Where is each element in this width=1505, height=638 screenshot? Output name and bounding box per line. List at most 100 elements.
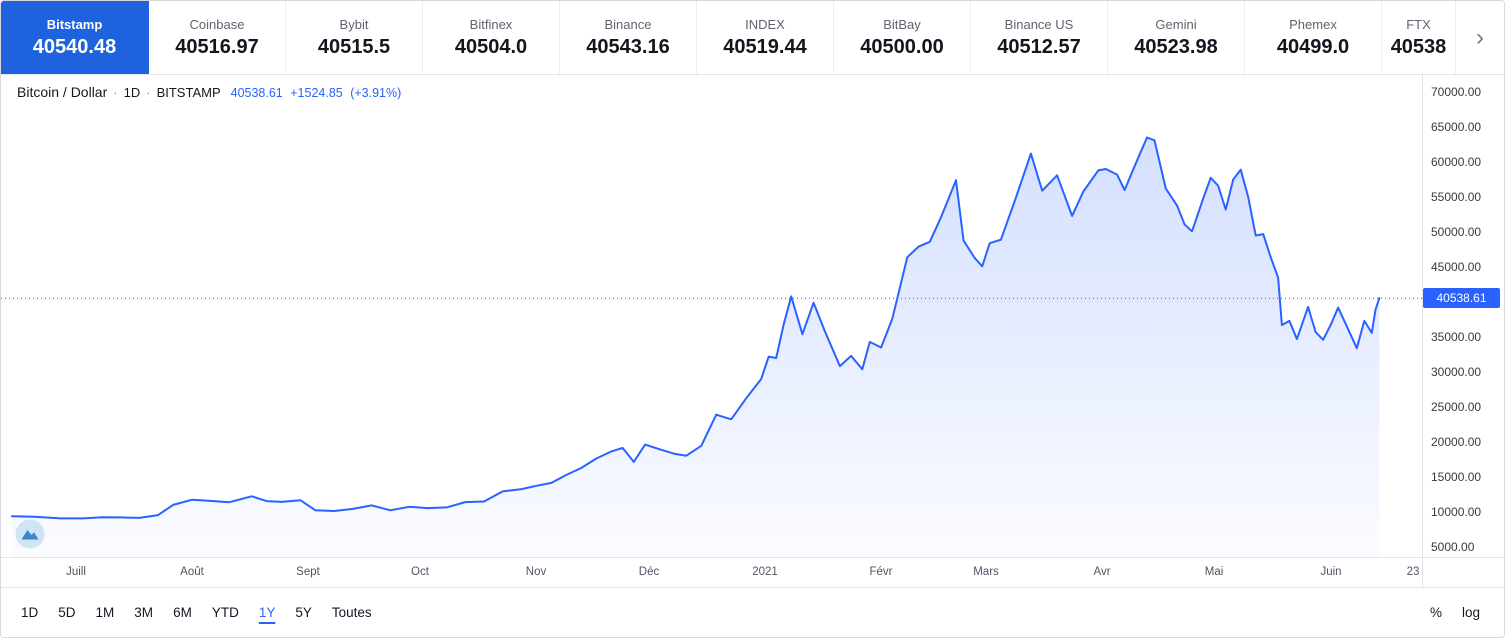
exchange-name: BitBay — [883, 16, 921, 32]
exchange-tab-bitfinex[interactable]: Bitfinex 40504.0 — [423, 1, 560, 74]
price-axis-label: 30000.00 — [1431, 365, 1482, 379]
legend-price-group: 40538.61 +1524.85 (+3.91%) — [231, 86, 406, 100]
interval-label[interactable]: 1D — [123, 85, 141, 100]
range-button-1m[interactable]: 1M — [88, 600, 123, 625]
range-button-5d[interactable]: 5D — [50, 600, 83, 625]
range-buttons: 1D 5D 1M 3M 6M YTD 1Y 5Y Toutes — [13, 600, 380, 625]
exchange-price: 40540.48 — [32, 35, 117, 58]
exchange-price: 40515.5 — [317, 35, 391, 58]
time-axis-label: Août — [180, 566, 204, 578]
price-axis-label: 35000.00 — [1431, 330, 1482, 344]
exchange-name: INDEX — [745, 16, 785, 32]
symbol-name[interactable]: Bitcoin / Dollar — [17, 84, 108, 100]
tabs-scroll-right-button[interactable]: › — [1456, 1, 1504, 74]
price-axis-label: 25000.00 — [1431, 400, 1482, 414]
exchange-tab-gemini[interactable]: Gemini 40523.98 — [1108, 1, 1245, 74]
legend-last-price: 40538.61 — [230, 86, 283, 100]
range-button-3m[interactable]: 3M — [126, 600, 161, 625]
exchange-name: Bitstamp — [46, 16, 103, 32]
legend-change: +1524.85 — [290, 86, 343, 100]
tradingview-logo[interactable] — [15, 519, 45, 549]
chart-plot[interactable]: Bitcoin / Dollar · 1D · BITSTAMP 40538.6… — [1, 75, 1422, 557]
range-button-6m[interactable]: 6M — [165, 600, 200, 625]
time-axis-label: Juill — [66, 566, 86, 578]
exchange-name: Gemini — [1155, 16, 1197, 32]
price-axis-label: 5000.00 — [1431, 540, 1475, 554]
time-axis-label: Mars — [973, 566, 999, 578]
price-axis-label: 15000.00 — [1431, 470, 1482, 484]
chart-main: Bitcoin / Dollar · 1D · BITSTAMP 40538.6… — [1, 75, 1504, 587]
price-chart-svg — [1, 136, 1422, 557]
exchange-topbar: Bitstamp 40540.48 Coinbase 40516.97 Bybit 405… — [1, 1, 1504, 75]
time-axis-label: 2021 — [752, 566, 778, 578]
time-axis-label: 23 — [1406, 566, 1420, 578]
exchange-tab-index[interactable]: INDEX 40519.44 — [697, 1, 834, 74]
exchange-tab-phemex[interactable]: Phemex 40499.0 — [1245, 1, 1382, 74]
exchange-price: 40538 — [1390, 35, 1447, 58]
time-axis-label: Déc — [638, 566, 660, 578]
price-axis[interactable]: 40538.61 70000.00 65000.00 60000.00 55000.0… — [1422, 75, 1504, 587]
exchange-price: 40543.16 — [586, 35, 670, 58]
time-axis[interactable]: Juill Août Sept Oct Nov Déc 2021 Févr Mars Avr Mai… — [1, 557, 1422, 587]
bottom-toolbar: 1D 5D 1M 3M 6M YTD 1Y 5Y Toutes % log — [1, 587, 1504, 637]
price-axis-label: 45000.00 — [1431, 260, 1482, 274]
chart-price-line — [11, 136, 1381, 520]
exchange-price: 40504.0 — [454, 35, 528, 58]
exchange-tab-ftx[interactable]: FTX 40538 — [1382, 1, 1456, 74]
exchange-price: 40523.98 — [1134, 35, 1218, 58]
price-axis-label: 65000.00 — [1431, 120, 1482, 134]
exchange-name: FTX — [1406, 16, 1431, 32]
legend-change-pct: (+3.91%) — [350, 86, 402, 100]
price-axis-label: 10000.00 — [1431, 505, 1482, 519]
chart-legend: Bitcoin / Dollar · 1D · BITSTAMP 40538.6… — [17, 84, 405, 100]
exchange-tab-bitstamp[interactable]: Bitstamp 40540.48 — [1, 1, 149, 74]
exchange-price: 40500.00 — [860, 35, 944, 58]
exchange-tab-binance-us[interactable]: Binance US 40512.57 — [971, 1, 1108, 74]
time-axis-label: Sept — [296, 566, 320, 578]
exchange-tab-list: Bitstamp 40540.48 Coinbase 40516.97 Bybit 405… — [1, 1, 1456, 74]
exchange-name: Bybit — [339, 16, 369, 32]
exchange-price: 40512.57 — [997, 35, 1081, 58]
chart-column: Bitcoin / Dollar · 1D · BITSTAMP 40538.6… — [1, 75, 1422, 587]
chart-area-fill — [12, 137, 1380, 557]
time-axis-label: Avr — [1093, 566, 1111, 578]
price-axis-label: 20000.00 — [1431, 435, 1482, 449]
exchange-tab-binance[interactable]: Binance 40543.16 — [560, 1, 697, 74]
log-scale-button[interactable]: log — [1461, 605, 1480, 620]
time-axis-label: Févr — [869, 566, 893, 578]
price-axis-label: 50000.00 — [1431, 225, 1482, 239]
legend-separator: · — [113, 85, 118, 100]
time-axis-label: Nov — [525, 566, 547, 578]
exchange-price: 40499.0 — [1276, 35, 1350, 58]
legend-separator: · — [146, 85, 151, 100]
range-button-toutes[interactable]: Toutes — [324, 600, 380, 625]
chevron-right-icon: › — [1476, 23, 1484, 51]
mountain-logo-icon — [15, 519, 45, 549]
exchange-name: Phemex — [1289, 16, 1337, 32]
price-axis-label: 60000.00 — [1431, 155, 1482, 169]
range-button-1y[interactable]: 1Y — [251, 600, 284, 625]
price-axis-label: 70000.00 — [1431, 85, 1482, 99]
price-axis-label: 55000.00 — [1431, 190, 1482, 204]
exchange-name: Coinbase — [189, 16, 245, 32]
exchange-tab-bybit[interactable]: Bybit 40515.5 — [286, 1, 423, 74]
percent-scale-button[interactable]: % — [1429, 605, 1442, 620]
range-button-ytd[interactable]: YTD — [204, 600, 247, 625]
range-button-1d[interactable]: 1D — [13, 600, 46, 625]
time-axis-label: Mai — [1204, 566, 1224, 578]
exchange-tab-bitbay[interactable]: BitBay 40500.00 — [834, 1, 971, 74]
scale-tools: % log — [1430, 605, 1480, 620]
exchange-name: Binance US — [1004, 16, 1074, 32]
exchange-tab-coinbase[interactable]: Coinbase 40516.97 — [149, 1, 286, 74]
exchange-name: Bitfinex — [469, 16, 513, 32]
axis-corner — [1423, 557, 1504, 587]
exchange-name: Binance — [604, 16, 652, 32]
exchange-label: BITSTAMP — [156, 85, 221, 100]
time-axis-label: Juin — [1320, 566, 1342, 578]
exchange-price: 40516.97 — [175, 35, 259, 58]
exchange-price: 40519.44 — [723, 35, 807, 58]
range-button-5y[interactable]: 5Y — [287, 600, 320, 625]
time-axis-label: Oct — [411, 566, 429, 578]
current-price-badge: 40538.61 — [1423, 288, 1500, 308]
